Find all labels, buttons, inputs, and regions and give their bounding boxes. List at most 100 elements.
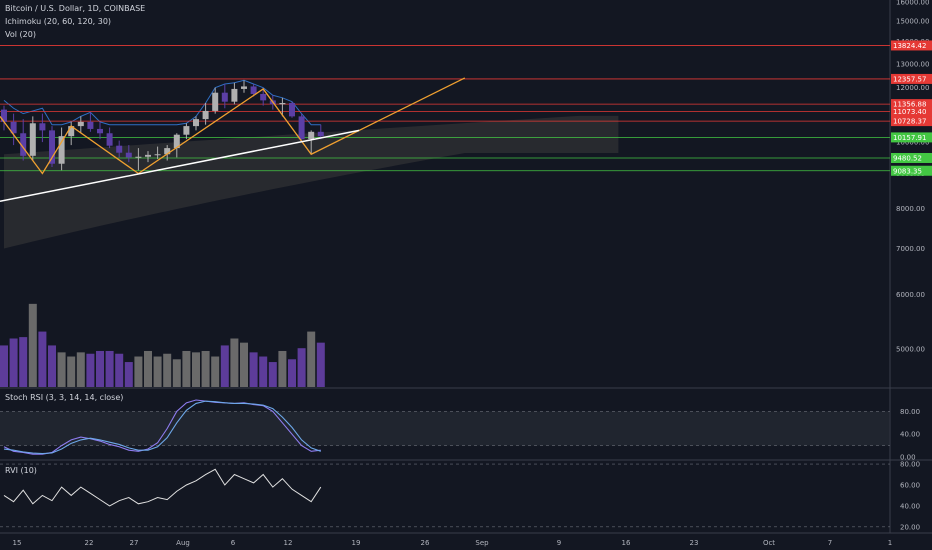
volume-bar [278,350,287,387]
time-tick-label: 9 [557,539,561,547]
level-label: 10157.91 [893,134,926,142]
time-tick-label: 23 [690,539,699,547]
candle-body [49,130,55,164]
level-badge [891,99,932,110]
level-label: 13824.42 [893,42,926,50]
time-tick-label: 12 [284,539,293,547]
volume-bar [67,356,76,387]
rvi-legend[interactable]: RVI (10) [5,466,37,475]
candle-body [154,154,161,156]
level-badge [891,116,932,127]
level-label: 10728.37 [893,118,926,126]
candle-body [221,92,228,102]
stoch-band [0,411,890,446]
price-tick-label: 12000.00 [896,84,929,92]
candle-body [308,131,315,140]
rvi-line [3,468,322,507]
volume-bar [105,350,114,387]
level-label: 12357.57 [893,75,926,83]
volume-bar [182,350,191,387]
candle-body [164,148,171,155]
price-tick-label: 16000.00 [896,0,929,6]
volume-bar [0,345,8,387]
candle-body [279,102,286,105]
volume-bar [230,338,239,387]
candle-body [145,154,151,157]
volume-bar [28,303,37,387]
volume-bar [38,331,47,387]
stoch-rsi-legend[interactable]: Stoch RSI (3, 3, 14, 14, close) [5,393,124,402]
volume-bar [307,331,316,387]
time-tick-label: 26 [421,539,430,547]
symbol-legend[interactable]: Bitcoin / U.S. Dollar, 1D, COINBASE [5,4,146,13]
time-tick-label: Sep [475,539,489,547]
candle-body [1,109,7,122]
price-tick-label: 8000.00 [896,205,925,213]
candle-body [20,133,27,156]
level-label: 11073.40 [893,108,926,116]
stoch-tick-label: 80.00 [900,408,920,416]
volume-bar [86,353,95,387]
ichimoku-legend[interactable]: Ichimoku (20, 60, 120, 30) [5,17,112,26]
rvi-tick-label: 40.00 [900,502,920,510]
candle-body [68,126,75,137]
volume-bar [211,356,220,387]
volume-bar [124,362,133,387]
time-tick-label: Oct [763,539,775,547]
time-tick-label: 6 [231,539,236,547]
time-tick-label: 19 [352,539,361,547]
volume-bar [19,337,28,387]
level-label: 9480.52 [893,154,922,162]
volume-bar [240,342,248,387]
volume-bar [9,338,18,387]
volume-bar [57,352,66,387]
volume-bar [297,348,306,387]
candle-body [135,156,142,158]
volume-bar [163,353,172,387]
level-label: 9083.35 [893,167,922,175]
candle-body [116,145,123,153]
stoch-tick-label: 0.00 [900,454,916,462]
candle-body [58,136,65,164]
candle-body [317,131,324,137]
volume-bar [316,342,325,387]
volume-bar [144,350,152,387]
stoch-tick-label: 40.00 [900,431,920,439]
candle-body [193,119,199,127]
level-badge [891,40,932,51]
time-tick-label: 22 [85,539,94,547]
candle-body [87,121,94,129]
price-tick-label: 15000.00 [896,18,929,26]
candle-body [260,93,267,101]
volume-bar [96,350,104,387]
time-tick-label: 7 [828,539,832,547]
candle-body [29,123,36,156]
time-tick-label: 1 [888,539,892,547]
volume-legend[interactable]: Vol (20) [5,30,36,39]
stoch-line [3,399,321,455]
volume-bar [201,350,210,387]
candle-body [231,88,238,102]
price-tick-label: 5000.00 [896,345,925,353]
candle-body [250,86,257,94]
volume-bar [268,362,277,387]
candle-body [183,126,190,135]
price-tick-label: 13000.00 [896,60,929,68]
level-badge [891,152,932,163]
support-trendline [0,129,360,203]
candle-body [125,152,132,158]
time-tick-label: 27 [130,539,139,547]
volume-bar [172,359,181,387]
candle-body [241,86,247,89]
candle-body [298,116,305,140]
volume-bar [153,356,162,387]
time-tick-label: 16 [622,539,631,547]
time-tick-label: Aug [176,539,190,547]
level-badge [891,73,932,84]
price-tick-label: 10000.00 [896,139,929,147]
volume-bar [76,352,85,387]
stoch-line [3,400,321,455]
volume-bar [192,352,200,387]
